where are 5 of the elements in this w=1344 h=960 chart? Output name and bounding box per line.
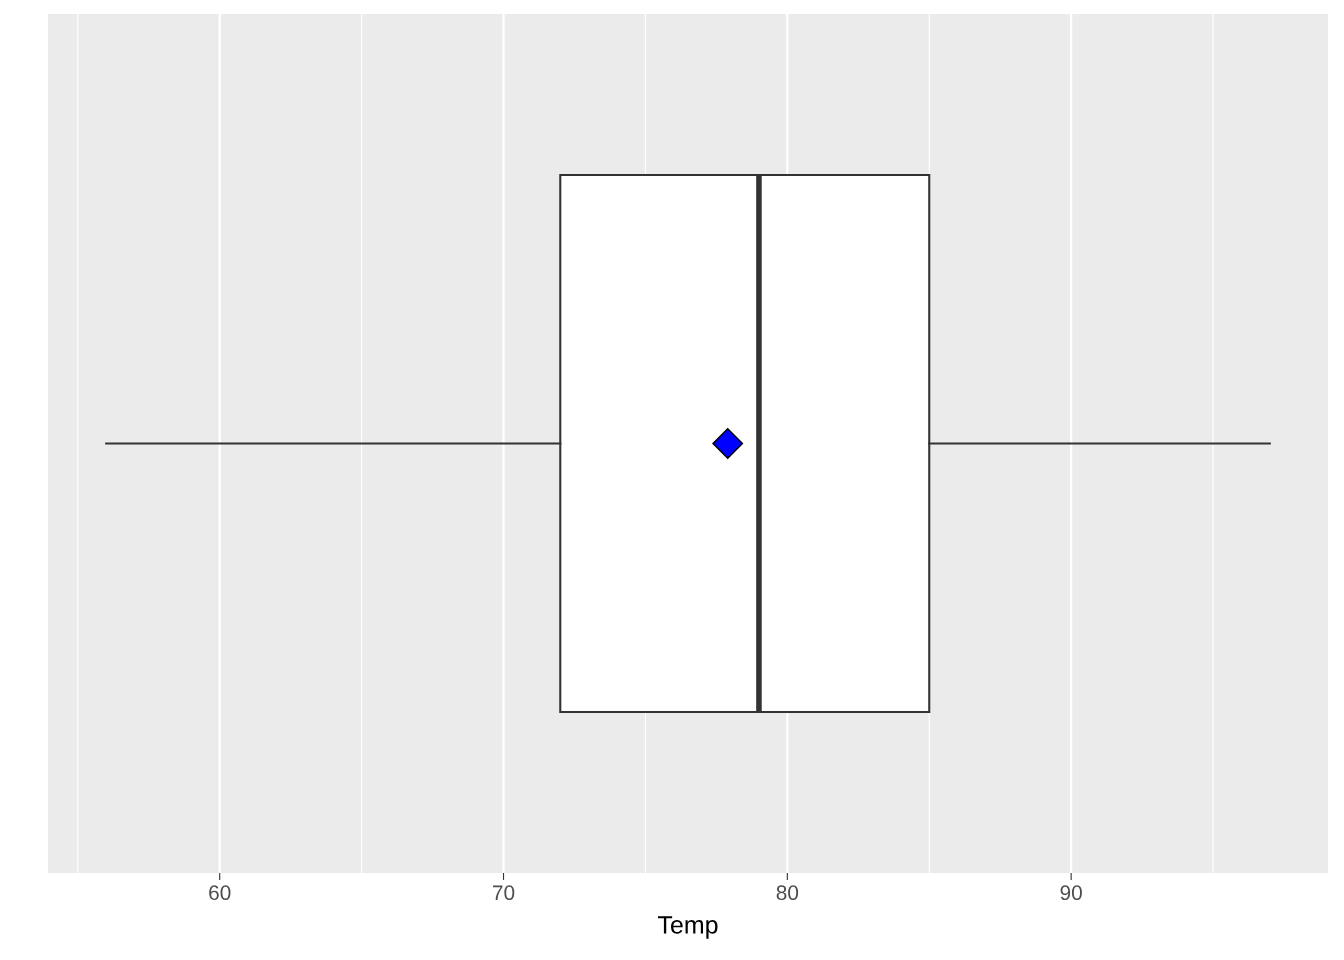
x-tick-label: 60: [209, 885, 231, 901]
x-tick-label: 80: [776, 885, 799, 901]
x-tick-label: 70: [493, 885, 515, 901]
x-axis-title: Temp: [658, 916, 718, 939]
x-tick-label: 90: [1060, 885, 1082, 901]
